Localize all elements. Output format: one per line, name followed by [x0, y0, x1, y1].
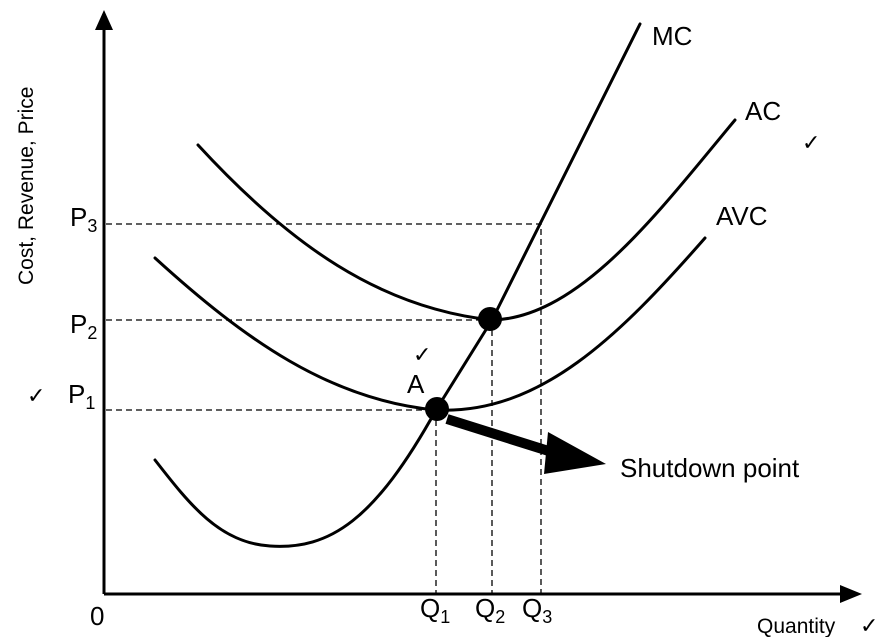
x-axis-label: Quantity: [757, 615, 836, 637]
x-axis-arrowhead: [840, 585, 862, 603]
q2-label: Q2: [475, 593, 505, 627]
mc-label: MC: [652, 21, 692, 51]
shutdown-arrowhead: [544, 432, 606, 474]
ac-label: AC: [745, 96, 781, 126]
ac-minimum-point: [478, 307, 502, 331]
p2-label: P2: [70, 309, 97, 343]
avc-label: AVC: [716, 201, 768, 231]
ac-check-mark: ✓: [802, 131, 820, 156]
p1-label: P1: [68, 379, 95, 413]
y-axis-arrowhead: [95, 10, 113, 30]
shutdown-point-label: Shutdown point: [620, 453, 800, 483]
avc-curve: [153, 236, 707, 412]
mc-curve: [153, 22, 642, 548]
q3-label: Q3: [522, 593, 552, 627]
y-axis-label: Cost, Revenue, Price: [15, 87, 38, 285]
ac-curve: [196, 118, 737, 322]
q1-label: Q1: [420, 593, 450, 627]
p1-guide-line: [106, 409, 437, 594]
shutdown-arrow: [445, 414, 557, 458]
p3-label: P3: [70, 202, 97, 236]
point-a-check-mark: ✓: [413, 343, 431, 368]
origin-label: 0: [90, 601, 104, 631]
p1-check-mark: ✓: [27, 384, 45, 409]
shutdown-point-a: [425, 397, 449, 421]
x-axis-check-mark: ✓: [860, 614, 878, 637]
point-a-label: A: [407, 369, 425, 399]
